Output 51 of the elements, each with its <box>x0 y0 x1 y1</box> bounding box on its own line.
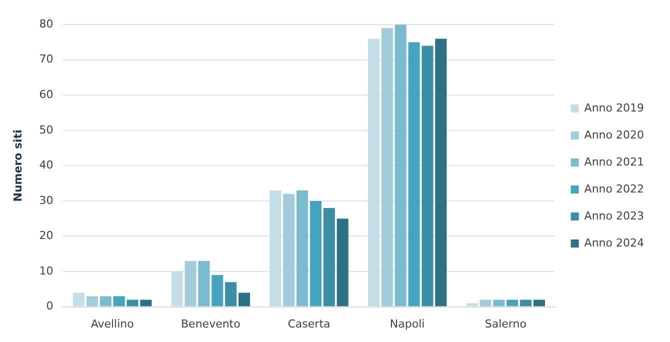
x-tick-label: Benevento <box>181 317 241 330</box>
bar <box>520 300 532 306</box>
bar <box>283 194 295 306</box>
bar <box>466 303 478 306</box>
bar <box>381 28 393 306</box>
y-tick-label: 60 <box>39 88 54 102</box>
y-axis-title: Numero siti <box>11 130 24 202</box>
x-tick-label: Caserta <box>288 317 330 330</box>
bar <box>140 300 152 306</box>
y-tick-label: 50 <box>39 123 54 136</box>
x-tick-label: Salerno <box>484 317 527 330</box>
bar <box>296 190 308 306</box>
bar <box>171 272 183 306</box>
bar <box>323 208 335 306</box>
legend-label: Anno 2023 <box>584 209 644 222</box>
y-tick-label: 40 <box>39 158 54 172</box>
legend-label: Anno 2024 <box>584 236 644 250</box>
y-tick-label: 10 <box>39 264 54 278</box>
bar <box>533 300 546 306</box>
bar <box>184 260 196 306</box>
y-tick-label: 20 <box>39 229 54 242</box>
bar <box>100 296 112 306</box>
bar <box>480 300 492 306</box>
bar <box>435 38 447 306</box>
legend-label: Anno 2019 <box>584 101 644 114</box>
bar <box>493 300 505 306</box>
y-tick-label: 30 <box>39 194 54 207</box>
bar <box>310 200 322 306</box>
bar <box>422 46 434 306</box>
bar <box>336 218 348 306</box>
y-tick-label: 80 <box>39 17 54 30</box>
x-tick-label: Napoli <box>390 317 425 330</box>
bar <box>126 300 138 306</box>
legend-label: Anno 2022 <box>584 182 644 196</box>
bar <box>368 38 380 306</box>
bar <box>198 260 210 306</box>
bar <box>113 296 125 306</box>
bar <box>408 42 420 306</box>
y-tick-label: 70 <box>39 52 54 66</box>
y-tick-label: 0 <box>46 300 54 313</box>
bar <box>506 300 518 306</box>
bar <box>86 296 98 306</box>
bar <box>394 24 406 306</box>
legend-label: Anno 2020 <box>584 128 644 142</box>
bar <box>72 292 85 306</box>
legend-label: Anno 2021 <box>584 155 644 168</box>
x-tick-label: Avellino <box>90 317 134 330</box>
bar <box>238 292 250 306</box>
bar <box>225 282 237 306</box>
bar <box>212 275 224 306</box>
bar <box>270 190 282 306</box>
